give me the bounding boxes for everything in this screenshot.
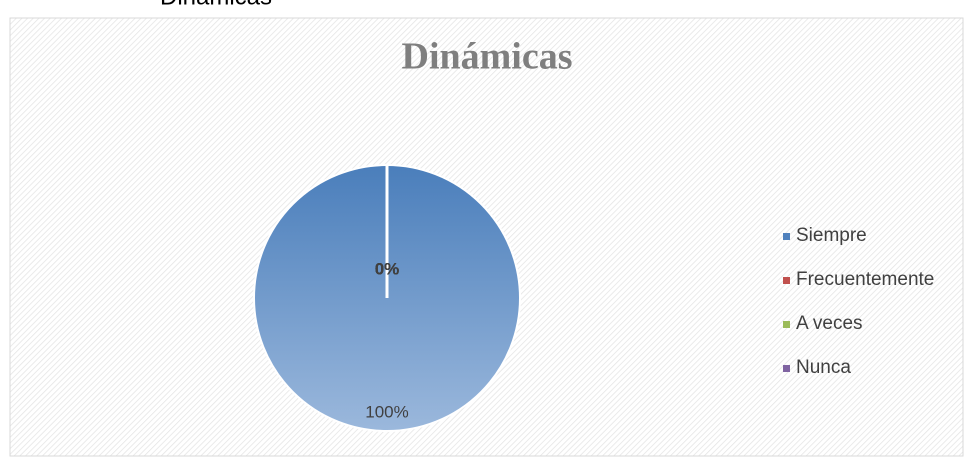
legend-label: Nunca — [796, 357, 851, 378]
legend-marker — [783, 365, 790, 372]
legend-label: A veces — [796, 313, 863, 334]
legend-label: Siempre — [796, 225, 867, 246]
legend-marker — [783, 321, 790, 328]
data-label: 0% — [375, 259, 400, 278]
data-label: 0% — [375, 259, 400, 278]
legend-marker — [783, 233, 790, 240]
data-label: 0% — [375, 259, 400, 278]
chart-title: Dinámicas — [402, 36, 573, 78]
caption: Dinámicas — [160, 0, 272, 10]
legend-marker — [783, 277, 790, 284]
data-label: 100% — [365, 402, 408, 421]
legend-label: Frecuentemente — [796, 269, 934, 290]
